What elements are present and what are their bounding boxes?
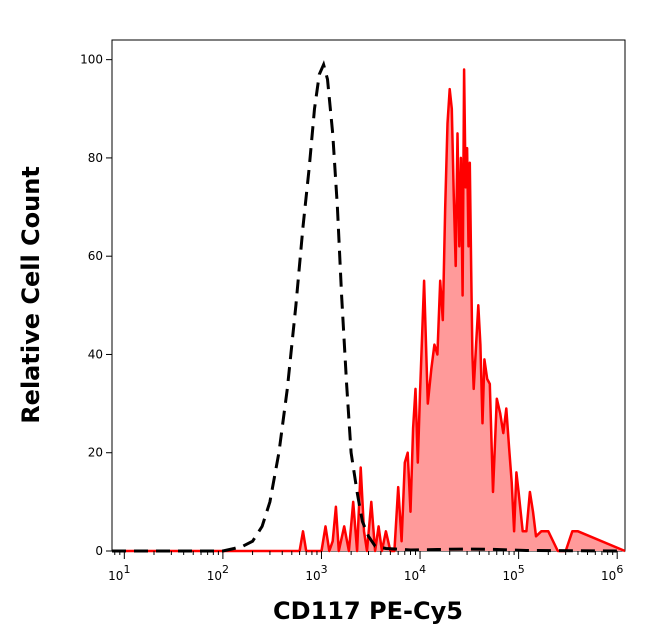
y-tick-label: 40 <box>88 347 103 361</box>
control-dashed-line <box>112 60 626 553</box>
x-tick-label: 104 <box>404 563 426 583</box>
stained-series-area <box>112 68 626 553</box>
y-tick-label: 100 <box>80 53 103 67</box>
x-axis-title: CD117 PE-Cy5 <box>273 597 463 625</box>
x-tick-label: 105 <box>502 563 524 583</box>
control-series-line <box>112 60 626 553</box>
plot-area <box>111 39 626 552</box>
y-tick-label: 20 <box>88 446 103 460</box>
stained-line <box>112 68 626 553</box>
y-axis-title: Relative Cell Count <box>17 166 45 424</box>
x-tick-label: 106 <box>601 563 623 583</box>
x-axis-ticks: 101 102 103 104 105 106 <box>108 551 623 583</box>
x-tick-label: 103 <box>305 563 327 583</box>
y-axis-ticks: 0 20 40 60 80 100 <box>80 53 112 558</box>
x-tick-label: 102 <box>207 563 229 583</box>
y-tick-label: 0 <box>95 544 103 558</box>
stained-fill <box>112 69 625 551</box>
x-tick-label: 101 <box>108 563 130 583</box>
y-tick-label: 60 <box>88 249 103 263</box>
y-tick-label: 80 <box>88 151 103 165</box>
